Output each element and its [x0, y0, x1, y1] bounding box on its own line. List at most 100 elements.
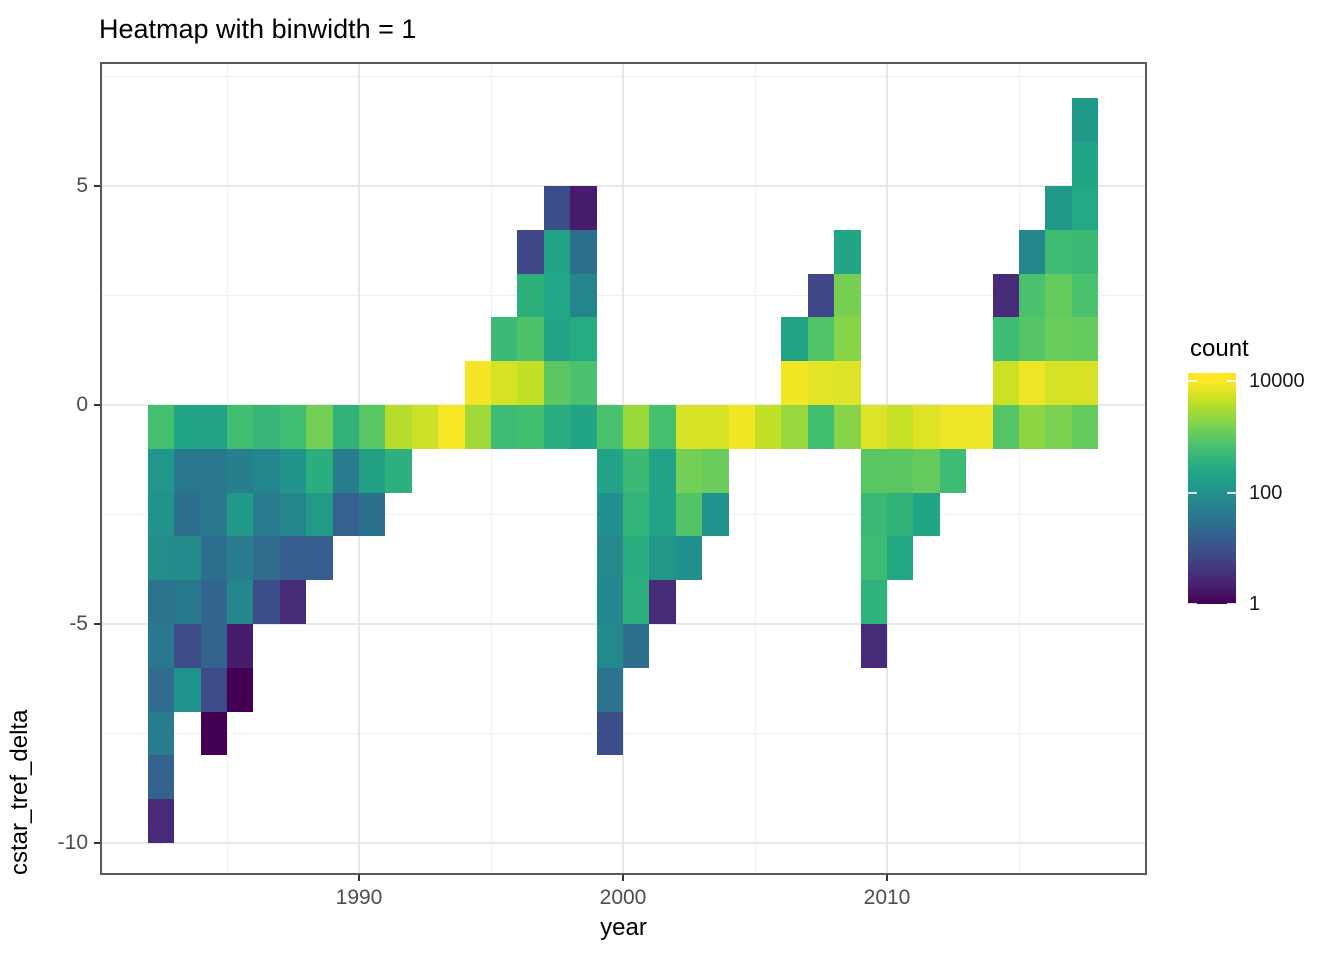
heatmap-tile: [517, 361, 544, 405]
legend-tick-label: 10000: [1249, 370, 1305, 392]
legend-tick-label: 1: [1249, 593, 1261, 615]
legend-colorbar: [1188, 373, 1236, 604]
legend-title: count: [1190, 335, 1249, 362]
heatmap-tile: [1045, 186, 1072, 230]
heatmap-tile: [200, 492, 227, 537]
heatmap-tile: [623, 536, 650, 581]
heatmap-tile: [1071, 361, 1099, 405]
heatmap-tile: [543, 405, 571, 449]
y-axis-tick-mark: [94, 404, 100, 406]
heatmap-tile: [860, 624, 887, 668]
heatmap-tile: [992, 317, 1019, 362]
gridline-minor-horizontal: [100, 295, 1147, 296]
heatmap-tile: [649, 536, 676, 581]
heatmap-tile: [227, 580, 254, 624]
heatmap-tile: [807, 317, 835, 362]
heatmap-tile: [200, 448, 227, 493]
gridline-major-horizontal: [100, 842, 1147, 844]
heatmap-tile: [570, 405, 597, 449]
heatmap-tile: [491, 317, 518, 362]
heatmap-tile: [834, 317, 861, 362]
heatmap-tile: [438, 405, 465, 449]
heatmap-tile: [675, 536, 703, 581]
heatmap-tile: [887, 536, 914, 581]
heatmap-tile: [1045, 405, 1072, 449]
legend-tick-mark-left: [1188, 380, 1197, 382]
heatmap-tile: [147, 711, 175, 756]
heatmap-tile: [227, 536, 254, 581]
heatmap-tile: [200, 405, 227, 449]
gridline-minor-vertical: [754, 62, 756, 875]
heatmap-tile: [543, 317, 571, 362]
heatmap-tile: [147, 799, 175, 843]
heatmap-tile: [517, 273, 544, 318]
gridline-minor-horizontal: [100, 733, 1147, 734]
heatmap-tile: [992, 361, 1019, 405]
heatmap-tile: [1071, 229, 1099, 274]
legend-tick-mark-right: [1227, 380, 1236, 382]
heatmap-tile: [992, 273, 1019, 318]
heatmap-tile: [147, 405, 175, 449]
heatmap-tile: [543, 273, 571, 318]
heatmap-tile: [174, 536, 201, 581]
heatmap-tile: [174, 624, 201, 668]
heatmap-tile: [359, 405, 386, 449]
heatmap-tile: [860, 492, 887, 537]
heatmap-tile: [702, 492, 729, 537]
heatmap-tile: [227, 667, 254, 712]
y-axis-tick-mark: [94, 185, 100, 187]
heatmap-tile: [1019, 361, 1046, 405]
heatmap-tile: [860, 580, 887, 624]
heatmap-tile: [1071, 405, 1099, 449]
heatmap-tile: [306, 448, 333, 493]
legend-tick-mark-right: [1227, 491, 1236, 494]
x-axis-tick-mark: [358, 875, 360, 881]
heatmap-tile: [227, 624, 254, 668]
heatmap-tile: [887, 492, 914, 537]
heatmap-tile: [596, 580, 623, 624]
heatmap-tile: [781, 361, 808, 405]
heatmap-tile: [807, 361, 835, 405]
heatmap-tile: [359, 448, 386, 493]
heatmap-tile: [596, 448, 623, 493]
heatmap-tile: [702, 448, 729, 493]
heatmap-tile: [596, 492, 623, 537]
heatmap-tile: [147, 580, 175, 624]
heatmap-tile: [174, 448, 201, 493]
heatmap-tile: [649, 448, 676, 493]
heatmap-tile: [596, 711, 623, 756]
heatmap-tile: [332, 405, 359, 449]
y-tick-label: -10: [57, 831, 88, 854]
y-axis-tick-mark: [94, 842, 100, 844]
heatmap-tile: [860, 405, 887, 449]
heatmap-tile: [755, 405, 782, 449]
heatmap-tile: [385, 405, 412, 449]
heatmap-tile: [279, 448, 307, 493]
heatmap-tile: [1019, 273, 1046, 318]
heatmap-tile: [147, 624, 175, 668]
heatmap-tile: [860, 536, 887, 581]
heatmap-tile: [939, 448, 967, 493]
heatmap-tile: [227, 492, 254, 537]
heatmap-tile: [200, 667, 227, 712]
heatmap-tile: [570, 317, 597, 362]
heatmap-tile: [887, 405, 914, 449]
heatmap-tile: [200, 580, 227, 624]
heatmap-tile: [147, 448, 175, 493]
heatmap-tile: [596, 624, 623, 668]
heatmap-tile: [570, 186, 597, 230]
heatmap-tile: [517, 229, 544, 274]
y-tick-label: -5: [69, 612, 88, 635]
plot-panel: [100, 62, 1147, 875]
heatmap-tile: [1071, 98, 1099, 143]
heatmap-tile: [279, 492, 307, 537]
heatmap-tile: [781, 405, 808, 449]
heatmap-tile: [596, 667, 623, 712]
heatmap-tile: [623, 448, 650, 493]
heatmap-tile: [253, 536, 280, 581]
heatmap-tile: [860, 448, 887, 493]
x-tick-label: 1990: [335, 886, 383, 909]
heatmap-tile: [649, 405, 676, 449]
x-tick-label: 2010: [863, 886, 911, 909]
heatmap-tile: [623, 624, 650, 668]
